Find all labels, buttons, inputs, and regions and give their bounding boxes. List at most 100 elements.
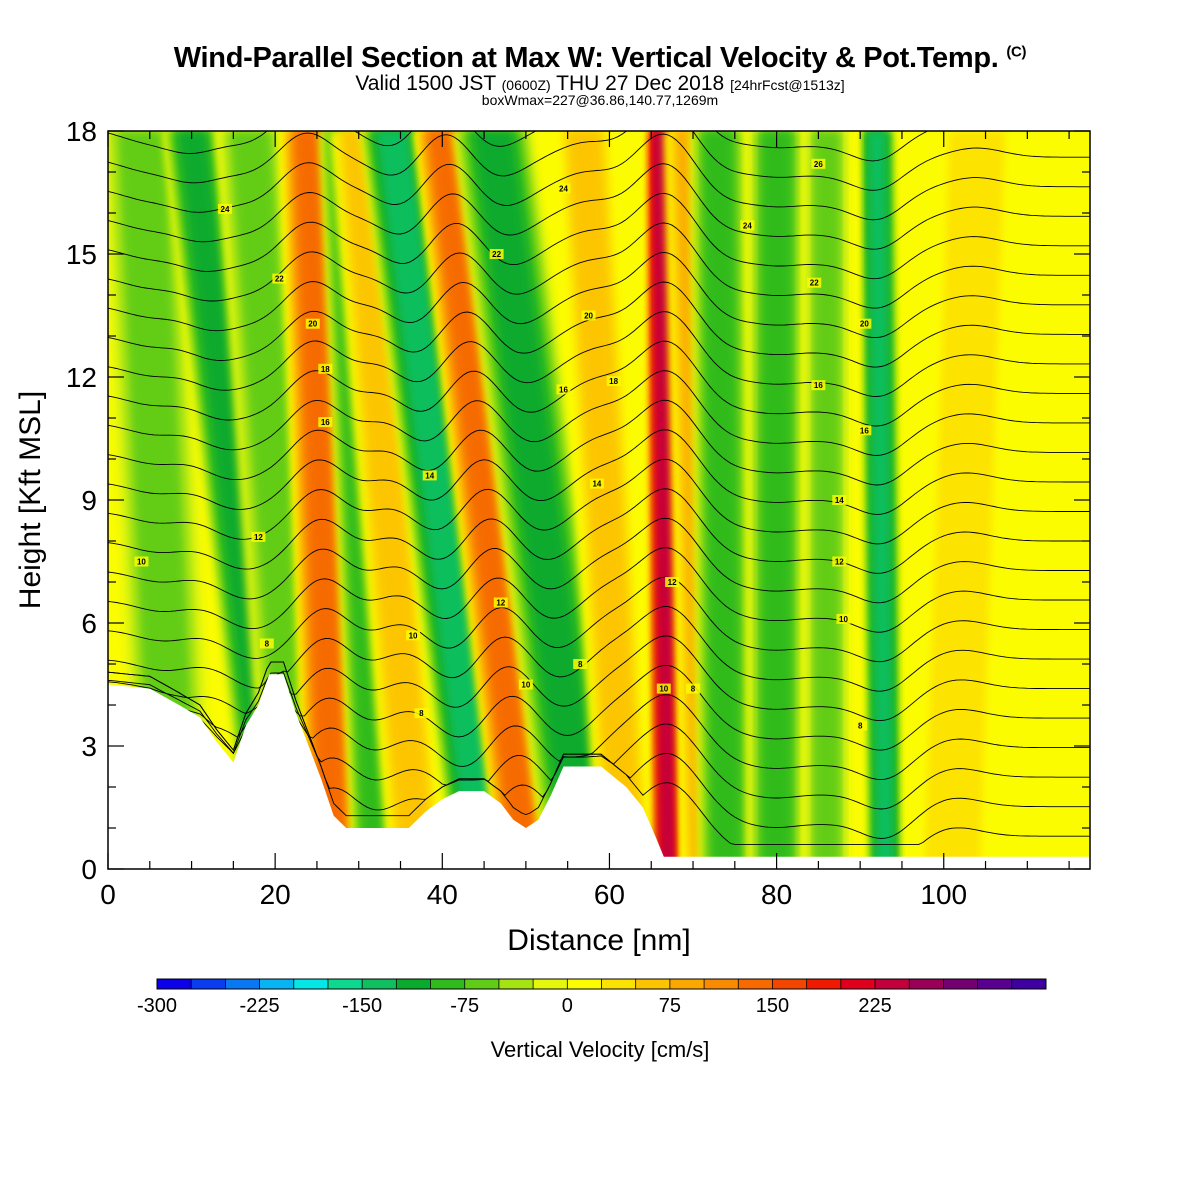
colorbar-swatch-14 <box>635 979 671 989</box>
theta-label-text-11: 12 <box>496 599 505 608</box>
theta-label-13: 12 <box>832 556 847 567</box>
theta-label-text-7: 10 <box>521 681 530 690</box>
theta-label-text-21: 18 <box>321 365 330 374</box>
colorbar-swatch-4 <box>293 979 329 989</box>
w-band-3-level-6 <box>294 131 348 869</box>
theta-label-18: 16 <box>556 384 571 395</box>
theta-label-23: 20 <box>305 318 320 329</box>
theta-label-bg-5 <box>134 556 149 567</box>
colorbar-swatch-12 <box>567 979 602 989</box>
theta-label-bg-29 <box>218 203 233 214</box>
theta-label-bg-8 <box>656 683 671 694</box>
colorbar-swatch-15 <box>669 979 705 989</box>
theta-label-text-1: 8 <box>419 709 424 718</box>
theta-contour-15 <box>108 517 1090 604</box>
y-tick-label-6: 6 <box>81 608 97 639</box>
colorbar-swatch-22 <box>909 979 944 989</box>
theta-label-30: 24 <box>556 183 571 194</box>
theta-label-bg-15 <box>589 478 604 489</box>
theta-label-bg-32 <box>811 158 826 169</box>
w-band-2-level-3 <box>230 131 321 869</box>
theta-label-text-26: 22 <box>275 275 284 284</box>
theta-label-bg-30 <box>556 183 571 194</box>
theta-label-bg-18 <box>556 384 571 395</box>
theta-label-28: 22 <box>807 277 822 288</box>
theta-contour-21 <box>108 340 1090 427</box>
valid-time: Valid 1500 JST <box>355 72 496 95</box>
colorbar-swatch-13 <box>601 979 637 989</box>
w-band-5-level-3 <box>342 131 434 869</box>
theta-label-19: 16 <box>811 380 826 391</box>
colorbar-swatch-20 <box>840 979 876 989</box>
w-band-14 <box>803 131 851 869</box>
chart-subtitle: Valid 1500 JST (0600Z) THU 27 Dec 2018 [… <box>0 73 1200 96</box>
w-band-15 <box>859 131 903 869</box>
w-band-15-level-6 <box>868 131 894 869</box>
theta-contour-13 <box>108 576 1090 663</box>
colorbar-swatch-5 <box>327 979 363 989</box>
colorbar-label: Vertical Velocity [cm/s] <box>491 1037 710 1062</box>
theta-label-15: 14 <box>589 478 604 489</box>
x-axis-label: Distance [nm] <box>507 924 690 957</box>
w-band-12 <box>688 131 756 869</box>
plot-area: 8 8 8 8 8 10 10 10 10 10 12 12 12 12 14 14 14 16 16 16 16 18 1… <box>108 131 1090 869</box>
y-tick-label-18: 18 <box>66 116 97 147</box>
theta-label-text-18: 16 <box>559 385 568 394</box>
theta-contour-26 <box>108 192 1090 280</box>
theta-contour-7 <box>108 661 1090 839</box>
theta-label-bg-11 <box>493 597 508 608</box>
x-tick-label-80: 80 <box>761 879 792 910</box>
y-axis-label: Height [Kft MSL] <box>14 391 47 609</box>
theta-label-text-24: 20 <box>584 312 593 321</box>
theta-label-text-14: 14 <box>425 471 434 480</box>
theta-label-9: 10 <box>836 613 851 624</box>
theta-label-31: 24 <box>740 220 755 231</box>
w-band-16-level-2 <box>924 131 1005 869</box>
colorbar-swatch-7 <box>396 979 432 989</box>
theta-label-4: 8 <box>853 720 868 731</box>
colorbar-swatch-1 <box>191 979 226 989</box>
theta-label-bg-24 <box>581 310 596 321</box>
theta-label-text-4: 8 <box>858 722 863 731</box>
theta-label-text-16: 14 <box>835 496 844 505</box>
theta-label-bg-31 <box>740 220 755 231</box>
theta-label-bg-27 <box>489 249 504 259</box>
x-tick-label-60: 60 <box>594 879 625 910</box>
theta-label-12: 12 <box>665 577 680 587</box>
theta-label-11: 12 <box>493 597 508 608</box>
colorbar <box>156 978 1047 990</box>
theta-label-bg-14 <box>422 470 437 481</box>
theta-label-text-13: 12 <box>835 558 844 567</box>
theta-label-0: 8 <box>259 638 274 649</box>
theta-label-text-9: 10 <box>839 615 848 624</box>
w-band-6-level-6 <box>376 131 500 869</box>
chart-title: Wind-Parallel Section at Max W: Vertical… <box>0 42 1200 75</box>
theta-label-8: 10 <box>656 683 671 694</box>
colorbar-swatch-0 <box>157 979 192 989</box>
box-max-info: boxWmax=227@36.86,140.77,1269m <box>481 92 719 108</box>
colorbar-swatch-10 <box>498 979 534 989</box>
theta-label-text-28: 22 <box>810 279 819 288</box>
theta-label-17: 16 <box>318 417 333 428</box>
colorbar-swatch-8 <box>430 979 466 989</box>
colorbar-tick-label-5: 75 <box>659 995 681 1017</box>
colorbar-swatch-2 <box>225 979 261 989</box>
x-tick-label-0: 0 <box>100 879 116 910</box>
theta-label-2: 8 <box>573 659 588 669</box>
theta-label-bg-9 <box>836 613 851 624</box>
theta-label-text-15: 14 <box>592 480 601 489</box>
theta-contour-19 <box>108 399 1090 486</box>
colorbar-tick-labels: -300 -225 -150 -75 0 75 150 225 <box>137 995 892 1017</box>
theta-contour-14 <box>108 547 1090 633</box>
colorbar-tick-label-7: 225 <box>858 995 891 1017</box>
theta-label-10: 12 <box>251 531 266 542</box>
theta-label-6: 10 <box>406 630 421 641</box>
theta-label-text-17: 16 <box>321 418 330 427</box>
theta-label-29: 24 <box>218 203 233 214</box>
theta-label-1: 8 <box>414 708 429 719</box>
y-tick-labels: 0 3 6 9 12 15 18 <box>66 116 97 885</box>
theta-contour-17 <box>108 458 1090 545</box>
theta-label-text-3: 8 <box>691 685 696 694</box>
theta-contour-29 <box>108 131 1090 191</box>
